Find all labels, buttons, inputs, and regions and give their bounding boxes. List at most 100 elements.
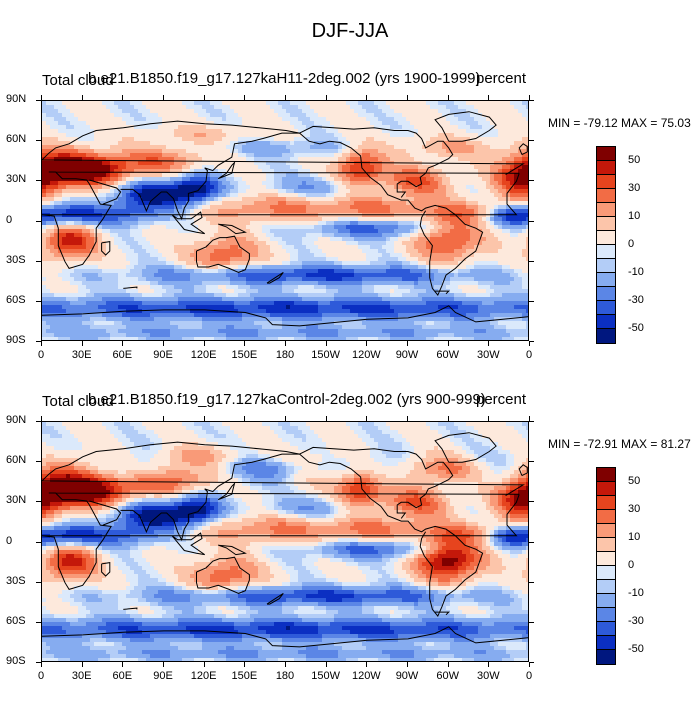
lon-tick (407, 662, 408, 667)
longitude-label: 180 (275, 349, 295, 361)
colorbar-swatch (597, 538, 615, 552)
longitude-label: 120E (190, 670, 217, 682)
lat-tick (529, 100, 534, 101)
coastline (217, 160, 236, 180)
coastline (266, 592, 284, 605)
lon-tick (285, 341, 286, 346)
lon-tick (325, 341, 327, 346)
lon-tick (285, 662, 286, 667)
coastline (434, 111, 497, 142)
coastline (299, 132, 484, 297)
latitude-label: 90N (6, 414, 27, 426)
coastline (266, 271, 284, 284)
lon-tick (41, 95, 42, 100)
colorbar-swatch (597, 329, 615, 343)
coastline (218, 223, 247, 235)
lat-tick (36, 662, 41, 663)
latitude-label: 30N (6, 173, 27, 186)
lon-tick (407, 416, 408, 421)
lon-tick (447, 95, 449, 100)
latitude-label: 60N (6, 454, 27, 467)
longitude-label: 120E (190, 349, 217, 361)
lat-tick (36, 461, 41, 463)
coastline (42, 626, 528, 648)
lon-tick (203, 95, 205, 100)
coastline (120, 132, 300, 221)
colorbar-swatch (597, 259, 615, 273)
lat-tick (529, 581, 534, 583)
coastline (101, 241, 111, 256)
colorbar-swatch (597, 231, 615, 245)
lat-tick (36, 581, 41, 583)
longitude-label: 150W (311, 670, 341, 682)
coastline (435, 611, 450, 616)
longitude-label: 0 (525, 349, 533, 361)
coastline (120, 453, 300, 542)
coastline (434, 432, 497, 463)
latitude-label: 30S (6, 253, 26, 266)
lon-tick (81, 95, 83, 100)
longitude-label: 150E (231, 349, 258, 361)
lon-tick (447, 416, 449, 421)
min-max-text: MIN = -79.12 MAX = 75.03 (548, 116, 691, 130)
lon-tick (163, 95, 164, 100)
latitude-label: 30N (6, 494, 27, 507)
lat-tick (36, 341, 41, 342)
lon-tick (244, 95, 246, 100)
colorbar-swatch (597, 594, 615, 608)
panel-variable-title: Total cloud (42, 393, 114, 410)
longitude-label: 120W (351, 670, 381, 682)
colorbar-swatch (597, 301, 615, 315)
lat-tick (529, 662, 534, 663)
colorbar-label: -30 (628, 615, 644, 627)
colorbar-swatch (597, 552, 615, 566)
panel-case-title: b.e21.B1850.f19_g17.127kaControl-2deg.00… (88, 391, 486, 408)
lon-tick (325, 416, 327, 421)
lat-tick (529, 260, 534, 262)
longitude-label: 120W (351, 349, 381, 361)
figure-title: DJF-JJA (311, 20, 389, 42)
colorbar-swatch (597, 468, 615, 482)
lat-tick (36, 300, 41, 302)
colorbar-swatch (597, 203, 615, 217)
coastline (217, 481, 236, 501)
colorbar-label: 30 (628, 503, 641, 515)
latitude-label: 90N (6, 93, 27, 105)
lon-tick (529, 341, 530, 346)
colorbar-label: 50 (628, 475, 641, 487)
lon-tick (163, 662, 164, 667)
lon-tick (529, 416, 530, 421)
coastline (123, 607, 138, 610)
longitude-label: 60E (112, 349, 133, 361)
colorbar-label: -10 (628, 266, 644, 278)
lon-tick (122, 95, 124, 100)
latitude-label: 60S (6, 614, 26, 627)
colorbar (596, 146, 616, 344)
lon-tick (41, 662, 42, 667)
longitude-label: 60W (436, 670, 459, 682)
colorbar-label: 50 (628, 154, 641, 166)
latitude-label: 30S (6, 574, 26, 587)
coastline (42, 120, 525, 176)
lat-tick (529, 541, 534, 543)
lon-tick (447, 662, 449, 667)
lon-tick (122, 341, 124, 346)
coastline (299, 446, 454, 519)
lon-tick (203, 662, 205, 667)
colorbar-swatch (597, 273, 615, 287)
latitude-label: 90S (6, 334, 26, 346)
coastline (518, 464, 528, 477)
colorbar-swatch (597, 636, 615, 650)
lon-tick (325, 95, 327, 100)
lon-tick (122, 662, 124, 667)
longitude-label: 30E (71, 349, 92, 361)
colorbar-swatch (597, 608, 615, 622)
lon-tick (122, 416, 124, 421)
longitude-label: 0 (525, 670, 533, 682)
colorbar-swatch (597, 496, 615, 510)
lon-tick (163, 341, 164, 346)
contour-field (42, 422, 528, 661)
coastline (435, 290, 450, 295)
lat-tick (529, 621, 534, 623)
coastline (518, 143, 528, 156)
